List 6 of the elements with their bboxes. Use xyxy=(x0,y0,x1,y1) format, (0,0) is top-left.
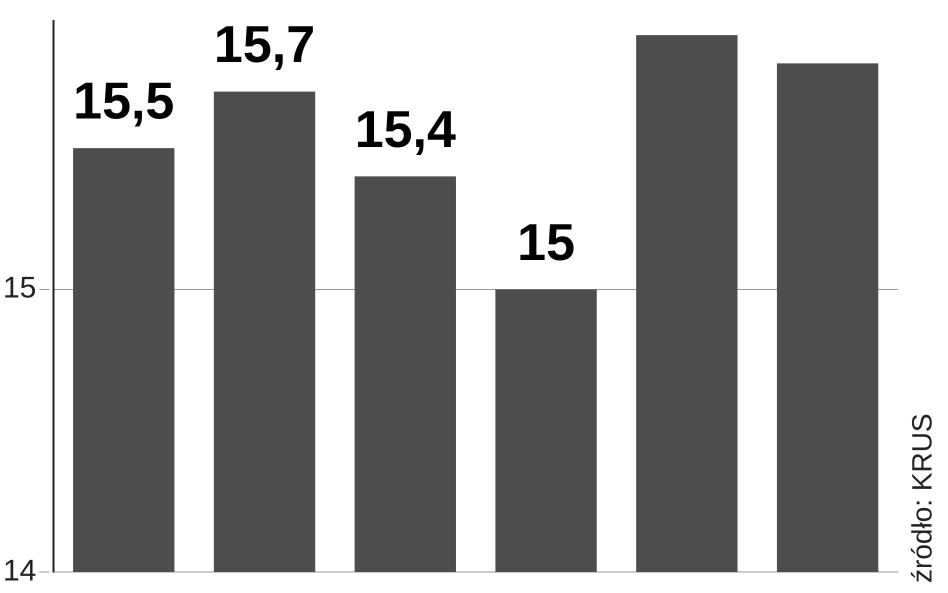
data-label: 15,7 xyxy=(214,16,316,74)
text: źródło: KRUS xyxy=(906,413,938,583)
data-label: 15,5 xyxy=(73,72,174,130)
data-label: 15,4 xyxy=(354,100,456,159)
y-tick-label: 14 xyxy=(2,554,36,588)
data-label: 15 xyxy=(517,214,575,272)
